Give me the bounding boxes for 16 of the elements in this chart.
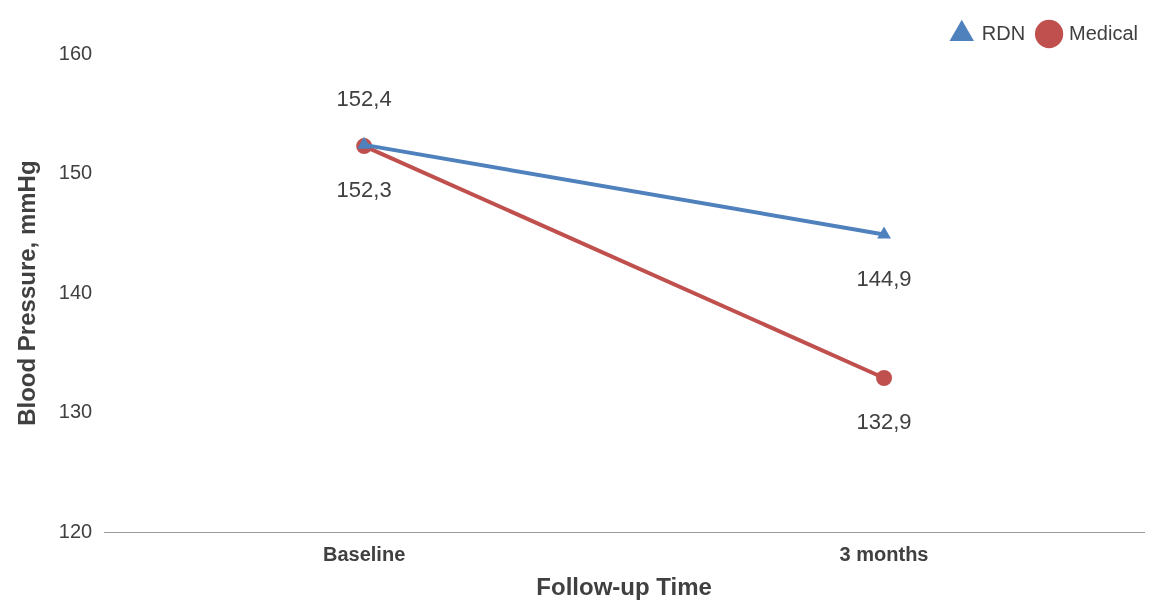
y-axis-title: Blood Pressure, mmHg [13, 160, 41, 426]
legend-label: Medical [1069, 21, 1139, 44]
legend-label: RDN [981, 21, 1026, 44]
x-tick-label: 3 months [839, 542, 929, 565]
x-axis-title: Follow-up Time [536, 573, 712, 601]
point [876, 369, 893, 386]
x-tick-label: Baseline [322, 542, 406, 565]
data-label: 144,9 [856, 265, 912, 291]
y-tick-label: 140 [58, 280, 93, 303]
y-tick-label: 130 [58, 400, 93, 423]
y-tick-label: 150 [58, 161, 93, 184]
y-tick-label: 120 [58, 519, 93, 542]
y-tick-label: 160 [58, 41, 93, 64]
data-label: 132,9 [856, 409, 912, 435]
data-label: 152,3 [336, 177, 392, 203]
data-label: 152,4 [336, 85, 392, 111]
